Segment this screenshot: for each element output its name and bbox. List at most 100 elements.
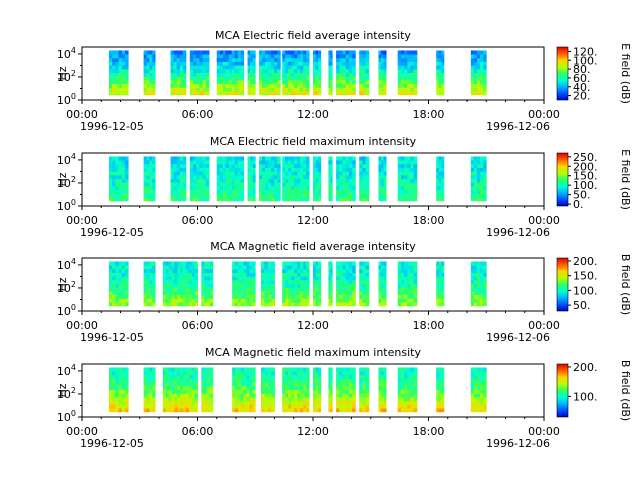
spectrogram-cell (383, 298, 387, 303)
spectrogram-cell (207, 400, 211, 405)
spectrogram-cell (177, 408, 181, 413)
spectrogram-cell (121, 87, 126, 92)
spectrogram-cell (291, 268, 295, 273)
spectrogram-cell (352, 389, 356, 394)
spectrogram-cell (362, 193, 367, 198)
spectrogram-cell (165, 279, 170, 285)
spectrogram-cell (342, 397, 347, 402)
spectrogram-cell (180, 404, 184, 409)
spectrogram-cell (121, 400, 126, 405)
spectrogram-cell (330, 291, 333, 296)
spectrogram-cell (330, 385, 333, 391)
spectrogram-cell (436, 174, 440, 180)
spectrogram-cell (288, 298, 292, 303)
spectrogram-cell (182, 57, 187, 62)
spectrogram-cell (470, 65, 475, 70)
spectrogram-cell (410, 83, 415, 88)
spectrogram-cell (149, 54, 153, 59)
spectrogram-cell (271, 167, 275, 172)
spectrogram-cell (182, 65, 187, 70)
spectrogram-cell (261, 272, 265, 277)
spectrogram-cell (183, 261, 187, 266)
spectrogram-cell (330, 400, 333, 405)
spectrogram-cell (328, 287, 331, 292)
spectrogram-cell (291, 50, 295, 55)
spectrogram-cell (441, 80, 445, 85)
spectrogram-cell (267, 397, 272, 402)
spectrogram-cell (303, 279, 307, 285)
spectrogram-cell (282, 385, 286, 391)
spectrogram-cell (362, 302, 367, 307)
spectrogram-cell (149, 404, 153, 409)
spectrogram-cell (222, 167, 227, 172)
spectrogram-cell (438, 50, 442, 55)
spectrogram-cell (118, 186, 123, 191)
spectrogram-cell (180, 287, 184, 292)
spectrogram-cell (168, 378, 172, 383)
spectrogram-cell (483, 83, 487, 88)
spectrogram-cell (294, 291, 298, 296)
spectrogram-cell (259, 54, 263, 59)
spectrogram-cell (441, 272, 445, 277)
spectrogram-cell (315, 404, 319, 409)
spectrogram-cell (352, 197, 356, 202)
spectrogram-cell (268, 156, 272, 161)
spectrogram-cell (219, 87, 224, 92)
spectrogram-cell (171, 291, 175, 296)
spectrogram-cell (162, 393, 167, 398)
spectrogram-cell (268, 83, 272, 88)
spectrogram-cell (170, 163, 175, 168)
spectrogram-cell (480, 276, 484, 281)
spectrogram-cell (189, 54, 194, 59)
spectrogram-cell (271, 160, 275, 165)
spectrogram-cell (313, 174, 316, 180)
spectrogram-cell (477, 193, 481, 198)
spectrogram-cell (381, 279, 384, 285)
spectrogram-cell (297, 404, 301, 409)
spectrogram-cell (330, 50, 333, 55)
spectrogram-cell (313, 400, 316, 405)
spectrogram-cell (193, 156, 197, 161)
spectrogram-cell (315, 178, 319, 183)
spectrogram-cell (318, 167, 322, 172)
spectrogram-cell (124, 171, 129, 176)
spectrogram-cell (262, 91, 266, 96)
spectrogram-cell (328, 378, 331, 383)
spectrogram-cell (165, 371, 170, 376)
spectrogram-cell (115, 261, 119, 266)
spectrogram-cell (400, 174, 405, 180)
spectrogram-cell (274, 189, 278, 194)
spectrogram-cell (249, 261, 253, 266)
spectrogram-cell (177, 389, 181, 394)
spectrogram-cell (222, 61, 227, 66)
spectrogram-cell (407, 80, 411, 85)
spectrogram-cell (294, 389, 298, 394)
spectrogram-cell (193, 50, 197, 55)
spectrogram-cell (480, 193, 484, 198)
spectrogram-cell (365, 404, 370, 409)
spectrogram-cell (294, 189, 298, 194)
spectrogram-cell (359, 298, 363, 303)
spectrogram-cell (146, 80, 150, 85)
spectrogram-cell (112, 65, 116, 70)
spectrogram-cell (297, 393, 301, 398)
spectrogram-cell (336, 389, 340, 394)
spectrogram-cell (306, 268, 310, 273)
spectrogram-cell (359, 68, 363, 74)
spectrogram-cell (108, 378, 113, 383)
spectrogram-cell (480, 171, 484, 176)
spectrogram-cell (196, 72, 200, 77)
spectrogram-cell (247, 65, 251, 70)
spectrogram-cell (207, 404, 211, 409)
spectrogram-cell (483, 50, 487, 55)
spectrogram-cell (480, 408, 484, 413)
spectrogram-cell (330, 279, 333, 285)
spectrogram-cell (237, 389, 242, 394)
spectrogram-cell (410, 268, 415, 273)
spectrogram-cell (342, 50, 347, 55)
spectrogram-cell (277, 163, 281, 168)
spectrogram-cell (285, 371, 289, 376)
spectrogram-cell (228, 68, 233, 74)
spectrogram-cell (121, 186, 126, 191)
spectrogram-cell (438, 171, 442, 176)
